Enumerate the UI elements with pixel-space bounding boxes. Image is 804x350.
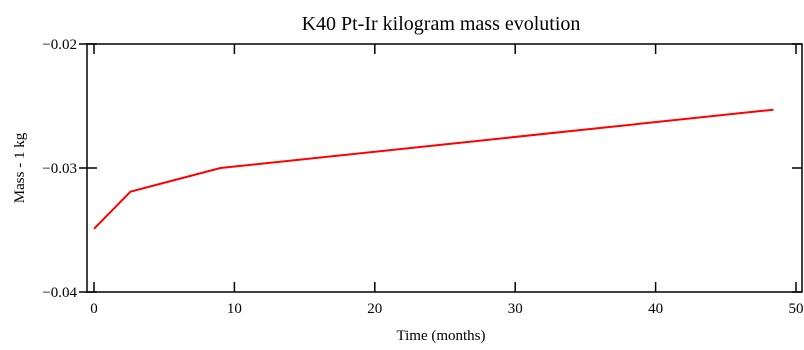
plot-frame [86, 43, 803, 293]
y-axis-label: Mass - 1 kg [12, 132, 28, 203]
x-tick-label: 30 [508, 301, 523, 317]
y-tick-label: −0.04 [42, 285, 77, 301]
series-layer [93, 108, 774, 230]
y-tick-label: −0.02 [42, 37, 77, 53]
x-axis-label: Time (months) [396, 328, 485, 344]
x-tick-label: 40 [648, 301, 663, 317]
y-axis-ticks: −0.04 −0.03 −0.02 [42, 37, 802, 301]
x-tick-label: 10 [227, 301, 242, 317]
x-axis-ticks: 0 10 20 30 40 50 [90, 44, 804, 317]
y-tick-label: −0.03 [42, 161, 77, 177]
chart-title: K40 Pt-Ir kilogram mass evolution [302, 13, 581, 35]
x-tick-label: 0 [90, 301, 98, 317]
x-tick-label: 50 [789, 301, 804, 317]
series-line [93, 108, 774, 230]
x-tick-label: 20 [367, 301, 382, 317]
